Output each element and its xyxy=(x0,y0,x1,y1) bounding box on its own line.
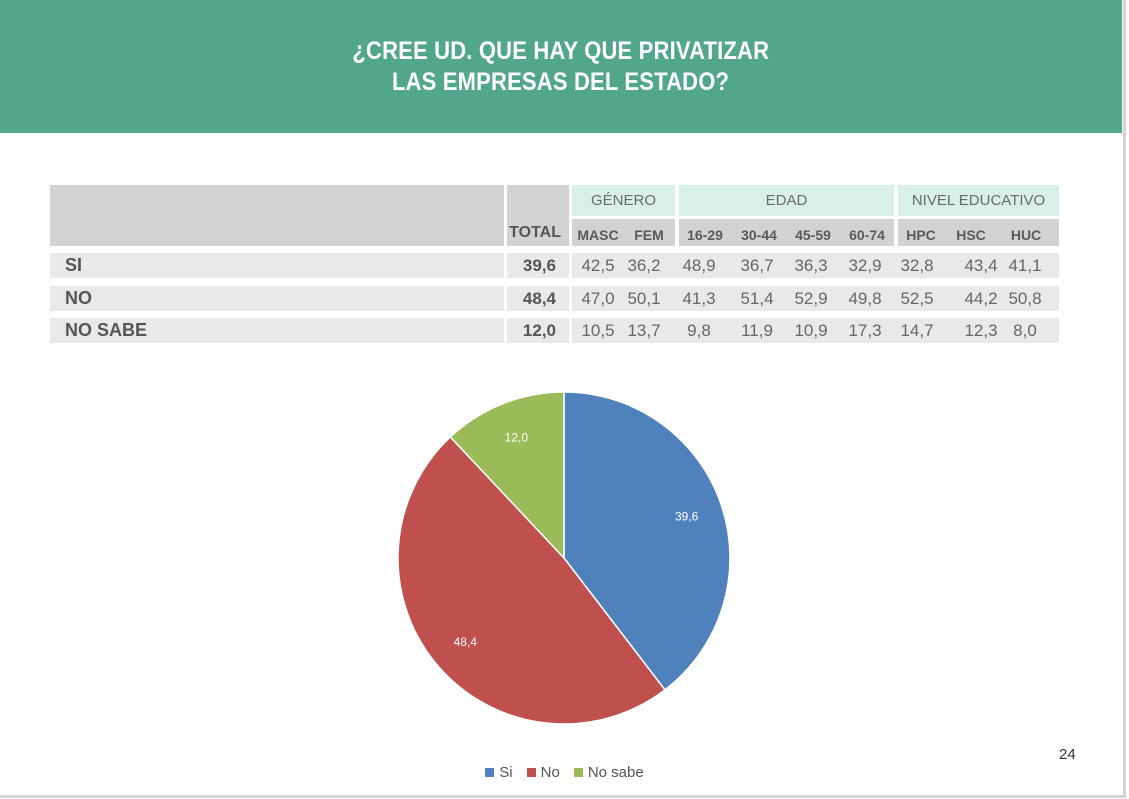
col-header-hpc: HPC xyxy=(906,226,936,243)
col-header-45-59: 45-59 xyxy=(795,226,831,243)
page-title-line-2: LAS EMPRESAS DEL ESTADO? xyxy=(392,67,730,96)
legend-swatch-si xyxy=(485,768,495,777)
pie-slice-no-sabe-label: 12,0 xyxy=(505,431,529,445)
cell-60-74: 17,3 xyxy=(848,320,882,340)
legend-item-no: No xyxy=(526,764,560,781)
cell-hpc: 32,8 xyxy=(900,255,934,275)
pie-slice-si-label: 39,6 xyxy=(675,509,699,523)
cell-hsc: 12,3 xyxy=(964,320,998,340)
cell-hsc: 44,2 xyxy=(964,288,998,308)
group-genero: GÉNERO xyxy=(572,185,675,216)
total-header-label: TOTAL xyxy=(509,224,561,241)
row-values-bg xyxy=(572,253,1059,278)
subheader-nivel-bg xyxy=(898,219,1059,246)
cell-huc: 8,0 xyxy=(1013,320,1037,340)
cell-60-74: 32,9 xyxy=(848,255,882,275)
cell-16-29: 41,3 xyxy=(682,288,716,308)
col-header-16-29: 16-29 xyxy=(687,226,723,243)
cell-45-59: 36,3 xyxy=(794,255,828,275)
table-header-blank xyxy=(50,185,504,246)
legend-swatch-no-sabe xyxy=(573,768,583,777)
subheader-edad-bg xyxy=(679,219,894,246)
cell-masc: 47,0 xyxy=(581,288,615,308)
pie-slice-no-label: 48,4 xyxy=(454,635,478,649)
legend-item-si: Si xyxy=(485,764,513,781)
row-total: 12,0 xyxy=(507,318,569,343)
row-label: SI xyxy=(50,253,504,278)
col-header-60-74: 60-74 xyxy=(849,226,885,243)
cell-60-74: 49,8 xyxy=(848,288,882,308)
row-total: 39,6 xyxy=(507,253,569,278)
header-banner: ¿CREE UD. QUE HAY QUE PRIVATIZAR LAS EMP… xyxy=(0,0,1122,133)
pie-slice-no-sabe xyxy=(449,391,565,560)
cell-30-44: 36,7 xyxy=(740,255,774,275)
total-header: TOTAL xyxy=(507,185,569,246)
page-title-line-1: ¿CREE UD. QUE HAY QUE PRIVATIZAR xyxy=(352,36,770,65)
row-values-bg xyxy=(572,286,1059,311)
legend-label-si: Si xyxy=(499,764,513,781)
cell-16-29: 9,8 xyxy=(687,320,711,340)
chart-legend: Si No No sabe xyxy=(0,764,1129,781)
subheader-genero-bg xyxy=(572,219,675,246)
cell-fem: 13,7 xyxy=(627,320,661,340)
pie-chart: 39,6 48,4 12,0 xyxy=(397,391,731,725)
cell-fem: 50,1 xyxy=(627,288,661,308)
cell-hpc: 14,7 xyxy=(900,320,934,340)
legend-swatch-no xyxy=(526,768,536,777)
pie-slice-no xyxy=(397,435,666,725)
cell-hsc: 43,4 xyxy=(964,255,998,275)
cell-45-59: 52,9 xyxy=(794,288,828,308)
cell-fem: 36,2 xyxy=(627,255,661,275)
cell-huc: 50,8 xyxy=(1008,288,1042,308)
cell-huc: 41,1 xyxy=(1008,255,1042,275)
col-header-hsc: HSC xyxy=(956,226,986,243)
col-header-fem: FEM xyxy=(634,226,664,243)
row-label: NO SABE xyxy=(50,318,504,343)
legend-item-no-sabe: No sabe xyxy=(573,764,644,781)
pie-slice-si xyxy=(563,391,731,691)
group-nivel-educativo: NIVEL EDUCATIVO xyxy=(898,185,1059,216)
cell-masc: 42,5 xyxy=(581,255,615,275)
group-edad: EDAD xyxy=(679,185,894,216)
legend-label-no: No xyxy=(540,764,560,781)
cell-masc: 10,5 xyxy=(581,320,615,340)
row-total: 48,4 xyxy=(507,286,569,311)
row-values-bg xyxy=(572,318,1059,343)
page-number: 24 xyxy=(1059,746,1076,763)
cell-30-44: 11,9 xyxy=(741,320,773,340)
cell-45-59: 10,9 xyxy=(794,320,828,340)
cell-hpc: 52,5 xyxy=(900,288,934,308)
col-header-huc: HUC xyxy=(1010,226,1042,243)
row-label: NO xyxy=(50,286,504,311)
col-header-30-44: 30-44 xyxy=(741,226,777,243)
cell-30-44: 51,4 xyxy=(740,288,774,308)
legend-label-no-sabe: No sabe xyxy=(587,764,644,781)
cell-16-29: 48,9 xyxy=(682,255,716,275)
col-header-masc: MASC xyxy=(577,226,619,243)
